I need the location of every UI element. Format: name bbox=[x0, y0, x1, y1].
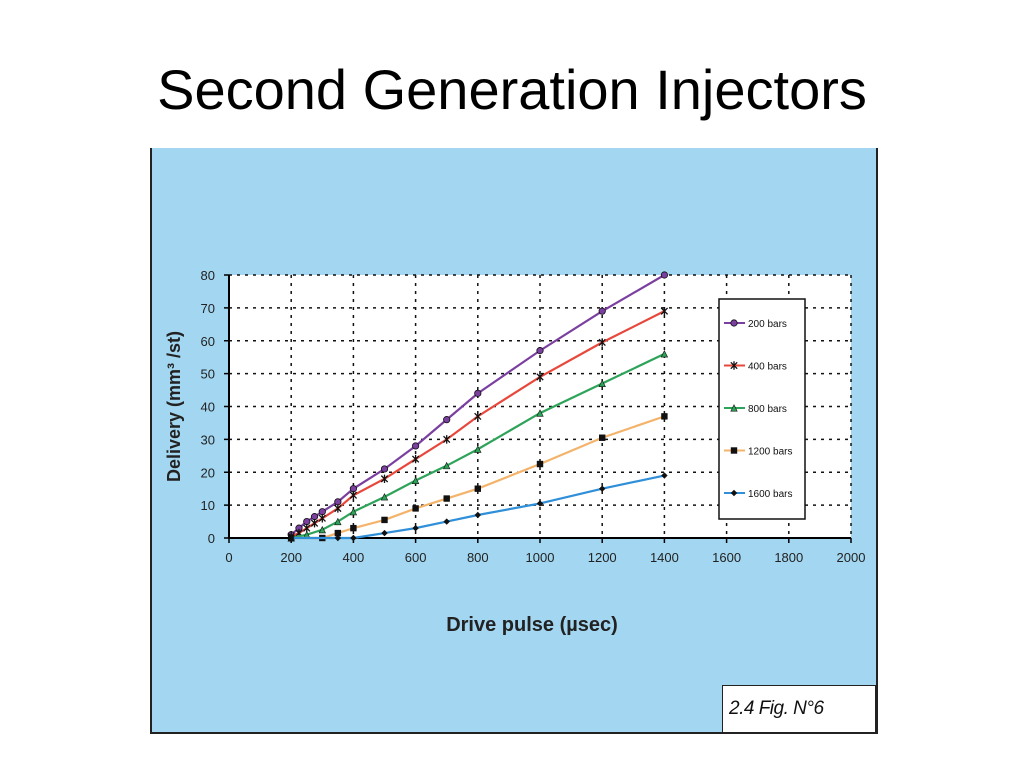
data-point bbox=[349, 491, 358, 500]
legend-label: 800 bars bbox=[748, 404, 787, 415]
y-tick-label: 60 bbox=[201, 334, 215, 349]
data-point bbox=[350, 524, 357, 532]
data-point bbox=[599, 434, 606, 441]
x-tick-label: 0 bbox=[225, 550, 232, 565]
data-point bbox=[730, 489, 738, 497]
slide-title: Second Generation Injectors bbox=[157, 58, 867, 121]
data-point bbox=[474, 412, 482, 421]
series-line bbox=[290, 352, 665, 540]
data-point bbox=[334, 529, 342, 537]
series-line bbox=[291, 474, 665, 540]
data-point bbox=[334, 517, 342, 526]
data-point bbox=[334, 498, 342, 506]
x-axis-title: Drive pulse (µsec) bbox=[446, 614, 618, 636]
data-point bbox=[443, 495, 450, 502]
series-800-bars bbox=[287, 350, 669, 542]
data-point bbox=[318, 525, 326, 534]
x-tick-label: 1800 bbox=[774, 550, 803, 565]
y-tick-label: 80 bbox=[201, 268, 215, 283]
legend-item: 200 bars bbox=[724, 319, 787, 330]
legend: 200 bars 400 bars 800 bars 1200 bars 1600 ba… bbox=[718, 298, 806, 520]
data-point bbox=[660, 350, 669, 358]
data-point bbox=[474, 389, 482, 397]
data-point bbox=[380, 493, 389, 501]
data-point bbox=[660, 271, 669, 279]
legend-label: 1200 bars bbox=[748, 447, 792, 458]
data-point bbox=[474, 445, 482, 453]
x-tick-label: 400 bbox=[343, 550, 365, 565]
y-tick-label: 30 bbox=[201, 432, 215, 447]
data-point bbox=[660, 306, 669, 316]
figure-label: 2.4 Fig. N°6 bbox=[722, 685, 876, 733]
data-point bbox=[310, 519, 319, 528]
data-point bbox=[411, 442, 420, 450]
y-tick-label: 10 bbox=[201, 498, 215, 513]
data-point bbox=[443, 461, 451, 470]
data-point bbox=[598, 307, 606, 315]
data-point bbox=[443, 435, 451, 444]
data-point bbox=[318, 508, 326, 516]
data-point bbox=[474, 485, 481, 492]
data-point bbox=[412, 505, 419, 512]
data-point bbox=[334, 534, 342, 542]
data-point bbox=[349, 485, 357, 493]
data-point bbox=[730, 361, 738, 370]
x-tick-label: 1200 bbox=[588, 550, 617, 565]
series-400-bars bbox=[287, 306, 669, 541]
figure-panel: 0 10 20 30 40 50 60 70 80 0 200 400 600 800 1000 1200 14… bbox=[150, 148, 878, 734]
data-point bbox=[349, 507, 358, 516]
data-point bbox=[536, 372, 544, 382]
x-tick-label: 200 bbox=[280, 550, 302, 565]
data-point bbox=[598, 338, 606, 347]
legend-label: 400 bars bbox=[748, 362, 787, 373]
y-tick-label: 50 bbox=[201, 367, 215, 382]
x-tick-label: 1000 bbox=[526, 550, 555, 565]
legend-item: 1600 bars bbox=[724, 489, 792, 500]
legend-item: 800 bars bbox=[724, 404, 787, 415]
data-point bbox=[730, 319, 738, 327]
data-point bbox=[303, 517, 311, 526]
data-point bbox=[661, 472, 668, 479]
x-tick-label: 1400 bbox=[650, 550, 679, 565]
data-point bbox=[536, 347, 544, 355]
data-point bbox=[310, 513, 319, 521]
data-point bbox=[288, 534, 295, 542]
x-tick-label: 2000 bbox=[837, 550, 866, 565]
legend-label: 1600 bars bbox=[748, 489, 792, 500]
data-point bbox=[730, 447, 738, 454]
x-tick-label: 800 bbox=[467, 550, 489, 565]
legend-label: 200 bars bbox=[748, 319, 787, 330]
data-point bbox=[536, 460, 544, 468]
data-point bbox=[443, 416, 451, 424]
data-point bbox=[411, 476, 420, 484]
data-point bbox=[730, 404, 738, 412]
data-point bbox=[380, 465, 389, 473]
legend-item: 1200 bars bbox=[724, 447, 792, 458]
data-point bbox=[334, 504, 342, 513]
y-tick-label: 0 bbox=[208, 531, 215, 546]
y-axis-title: Delivery (mm³ /st) bbox=[164, 331, 184, 482]
x-tick-label: 600 bbox=[405, 550, 427, 565]
y-tick-label: 70 bbox=[201, 301, 215, 316]
data-point bbox=[380, 474, 389, 484]
data-point bbox=[661, 413, 668, 420]
data-point bbox=[381, 529, 388, 537]
data-point bbox=[598, 379, 606, 387]
y-tick-label: 20 bbox=[201, 465, 215, 480]
legend-item: 400 bars bbox=[724, 361, 787, 373]
x-tick-label: 1600 bbox=[712, 550, 741, 565]
data-point bbox=[350, 534, 357, 542]
data-point bbox=[381, 516, 388, 524]
data-point bbox=[536, 500, 544, 507]
data-point bbox=[443, 518, 450, 525]
y-tick-label: 40 bbox=[201, 400, 215, 415]
data-point bbox=[536, 409, 544, 417]
data-point bbox=[318, 514, 326, 523]
data-point bbox=[411, 454, 420, 464]
